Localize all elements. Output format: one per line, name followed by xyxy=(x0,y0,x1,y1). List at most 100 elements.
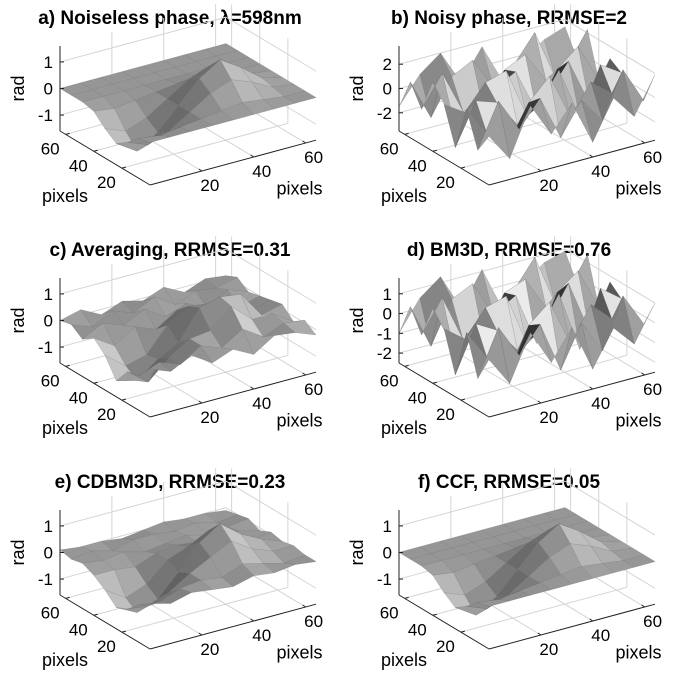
z-tick-label: 0 xyxy=(383,80,392,99)
grid-line xyxy=(564,248,656,304)
tick-mark xyxy=(537,400,542,404)
x-axis xyxy=(149,371,317,418)
panel: d) BM3D, RRMSE=0.76204060204060-2-101pix… xyxy=(347,235,662,438)
x-axis-label: pixels xyxy=(277,643,323,663)
y-axis-label: pixels xyxy=(381,418,427,438)
z-tick-label: 1 xyxy=(383,285,392,304)
z-tick-label: 1 xyxy=(383,517,392,536)
x-tick-label: 60 xyxy=(304,380,323,399)
z-axis-label: rad xyxy=(8,75,28,101)
z-axis-label: rad xyxy=(347,307,367,333)
grid-line xyxy=(460,586,628,633)
x-tick-label: 60 xyxy=(643,380,662,399)
y-axis xyxy=(398,130,490,186)
z-tick-label: 1 xyxy=(44,517,53,536)
z-tick-label: -1 xyxy=(377,570,392,589)
tick-mark xyxy=(250,386,255,390)
tick-mark xyxy=(121,166,126,169)
z-tick-label: 0 xyxy=(44,312,53,331)
z-tick-label: 0 xyxy=(44,544,53,563)
panel: c) Averaging, RRMSE=0.31 20 40 60 20 40 60 -1 0 1… xyxy=(8,235,323,438)
z-tick-label: -2 xyxy=(377,344,392,363)
x-axis xyxy=(488,371,656,418)
grid-line xyxy=(59,480,227,527)
y-tick-label: 20 xyxy=(97,405,116,424)
tick-mark xyxy=(302,604,306,608)
y-tick-label: 60 xyxy=(380,139,399,158)
tick-mark xyxy=(93,381,98,384)
tick-mark xyxy=(589,386,594,390)
y-tick-label: 40 xyxy=(408,620,427,639)
z-axis-label: rad xyxy=(347,539,367,565)
panel: b) Noisy phase, RRMSE=2 20 40 60 20 40 60 -2 0 2 p… xyxy=(347,3,662,206)
y-tick-label: 20 xyxy=(436,173,455,192)
x-axis xyxy=(488,603,656,650)
tick-mark xyxy=(302,372,306,376)
tick-mark xyxy=(302,140,306,144)
grid-line xyxy=(460,354,628,401)
y-tick-label: 40 xyxy=(408,156,427,175)
x-tick-label: 40 xyxy=(591,162,610,181)
y-tick-label: 60 xyxy=(41,603,60,622)
x-tick-label: 40 xyxy=(252,162,271,181)
panel-title: a) Noiseless phase, λ=598nm xyxy=(38,8,302,29)
tick-mark xyxy=(589,618,594,622)
surface-patch xyxy=(477,327,511,385)
x-tick-label: 20 xyxy=(539,640,558,659)
z-axis-label: rad xyxy=(8,539,28,565)
x-tick-label: 40 xyxy=(252,626,271,645)
x-tick-label: 40 xyxy=(591,394,610,413)
tick-mark xyxy=(432,613,437,616)
panel-title: e) CDBM3D, RRMSE=0.23 xyxy=(55,472,286,493)
tick-mark xyxy=(250,618,255,622)
z-axis-label: rad xyxy=(347,75,367,101)
tick-mark xyxy=(641,604,645,608)
y-axis xyxy=(59,594,151,650)
grid-line xyxy=(121,586,289,633)
grid-line xyxy=(59,16,227,63)
grid-line xyxy=(398,18,566,65)
x-tick-label: 20 xyxy=(539,408,558,427)
x-axis xyxy=(149,139,317,186)
x-tick-label: 20 xyxy=(539,176,558,195)
y-axis-label: pixels xyxy=(42,650,88,670)
x-tick-label: 40 xyxy=(591,626,610,645)
y-axis xyxy=(398,594,490,650)
y-tick-label: 40 xyxy=(69,388,88,407)
y-tick-label: 20 xyxy=(436,405,455,424)
grid-line xyxy=(121,354,289,401)
surface-patch xyxy=(477,599,510,607)
x-axis-label: pixels xyxy=(616,179,662,199)
y-tick-label: 20 xyxy=(97,637,116,656)
tick-mark xyxy=(198,632,203,636)
grid-line xyxy=(225,16,317,72)
z-tick-label: -1 xyxy=(38,338,53,357)
y-tick-label: 60 xyxy=(41,371,60,390)
grid-line xyxy=(225,480,317,536)
grid-line xyxy=(59,248,227,295)
x-tick-label: 60 xyxy=(304,612,323,631)
x-tick-label: 20 xyxy=(200,176,219,195)
tick-mark xyxy=(432,149,437,152)
tick-mark xyxy=(537,168,542,172)
z-tick-label: 0 xyxy=(383,544,392,563)
tick-mark xyxy=(641,140,645,144)
grid-line xyxy=(121,122,289,169)
x-axis-label: pixels xyxy=(277,179,323,199)
y-axis-label: pixels xyxy=(42,418,88,438)
tick-mark xyxy=(404,596,409,599)
z-tick-label: 0 xyxy=(44,80,53,99)
grid-line xyxy=(564,18,656,74)
tick-mark xyxy=(65,364,70,367)
surface-patch xyxy=(138,601,171,606)
tick-mark xyxy=(65,596,70,599)
y-tick-label: 60 xyxy=(380,603,399,622)
grid-line xyxy=(460,122,628,169)
y-axis-label: pixels xyxy=(381,186,427,206)
tick-mark xyxy=(198,168,203,172)
panel: e) CDBM3D, RRMSE=0.23 20 40 60 20 40 60 -1 0 1 pix… xyxy=(8,467,323,670)
tick-mark xyxy=(432,381,437,384)
tick-mark xyxy=(93,613,98,616)
y-axis-label: pixels xyxy=(381,650,427,670)
